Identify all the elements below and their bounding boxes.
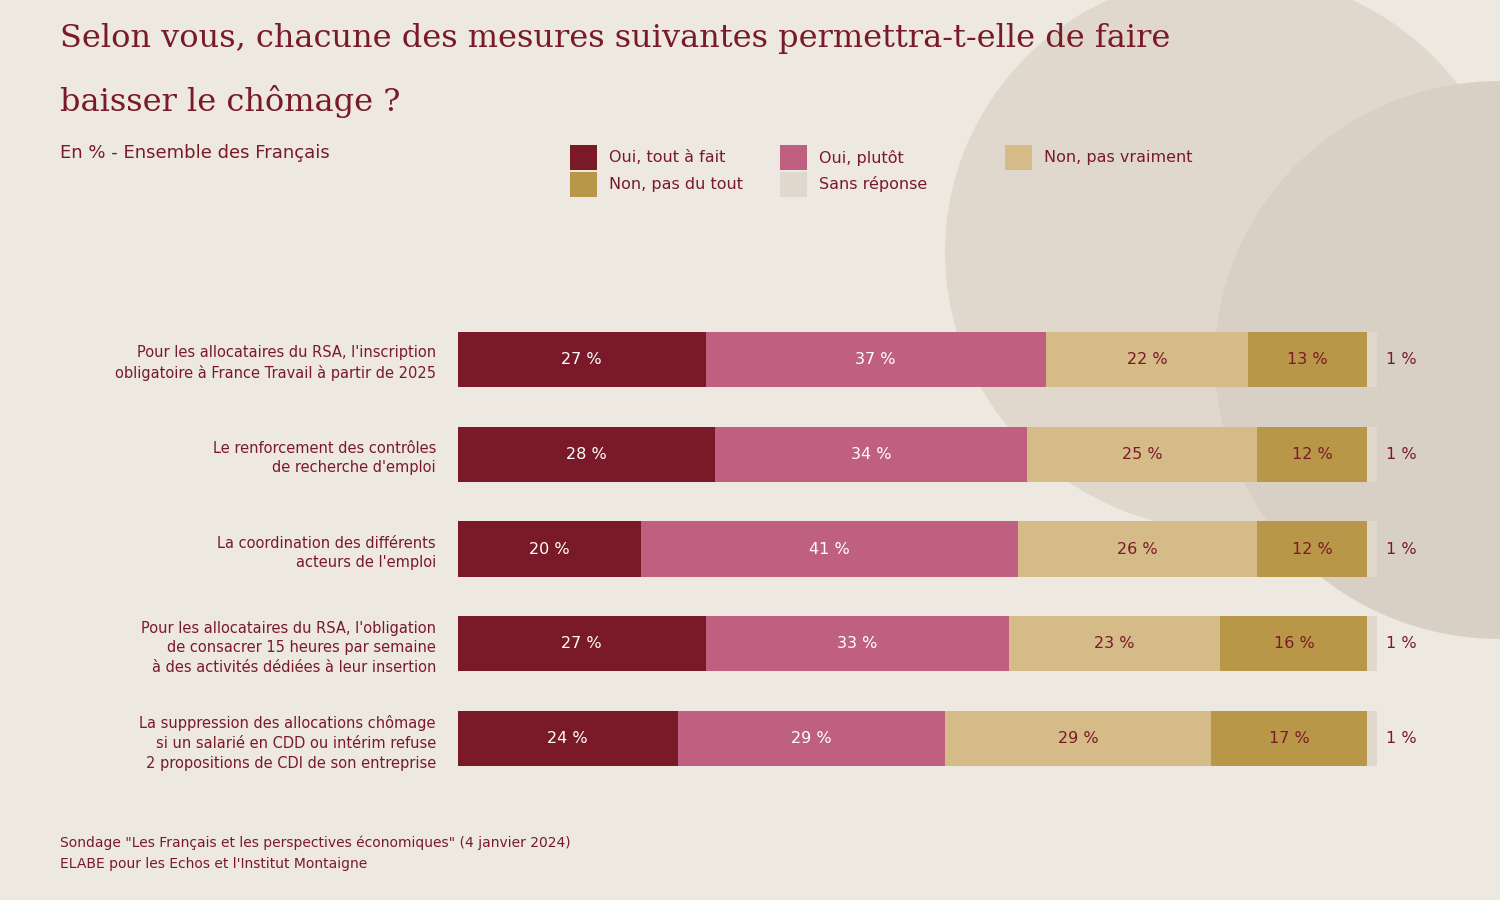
Bar bbox=[705, 332, 1046, 387]
Bar bbox=[1221, 616, 1368, 671]
Text: 12 %: 12 % bbox=[1292, 446, 1332, 462]
Bar bbox=[945, 711, 1210, 766]
Bar bbox=[716, 427, 1028, 482]
Text: 27 %: 27 % bbox=[561, 636, 602, 652]
Text: Non, pas vraiment: Non, pas vraiment bbox=[1044, 150, 1193, 165]
Text: Non, pas du tout: Non, pas du tout bbox=[609, 177, 742, 192]
Text: 28 %: 28 % bbox=[566, 446, 606, 462]
Text: 33 %: 33 % bbox=[837, 636, 878, 652]
Text: Oui, plutôt: Oui, plutôt bbox=[819, 149, 903, 166]
Ellipse shape bbox=[1215, 81, 1500, 639]
Bar bbox=[1248, 332, 1368, 387]
Bar bbox=[1210, 711, 1368, 766]
Bar bbox=[1257, 427, 1368, 482]
Text: 29 %: 29 % bbox=[1058, 732, 1098, 746]
Bar bbox=[1368, 332, 1377, 387]
Bar bbox=[458, 521, 642, 577]
Text: Sondage "Les Français et les perspectives économiques" (4 janvier 2024): Sondage "Les Français et les perspective… bbox=[60, 835, 570, 850]
Bar bbox=[458, 711, 678, 766]
Text: baisser le chômage ?: baisser le chômage ? bbox=[60, 86, 400, 119]
Text: 12 %: 12 % bbox=[1292, 542, 1332, 556]
Text: 24 %: 24 % bbox=[548, 732, 588, 746]
Text: 1 %: 1 % bbox=[1386, 352, 1416, 366]
Bar bbox=[1010, 616, 1221, 671]
Text: 23 %: 23 % bbox=[1095, 636, 1136, 652]
Text: 1 %: 1 % bbox=[1386, 636, 1416, 652]
Text: 22 %: 22 % bbox=[1126, 352, 1167, 366]
Text: 1 %: 1 % bbox=[1386, 542, 1416, 556]
Bar bbox=[678, 711, 945, 766]
Text: 1 %: 1 % bbox=[1386, 446, 1416, 462]
Text: 27 %: 27 % bbox=[561, 352, 602, 366]
Text: Oui, tout à fait: Oui, tout à fait bbox=[609, 150, 726, 165]
Text: 13 %: 13 % bbox=[1287, 352, 1328, 366]
Bar bbox=[1368, 711, 1377, 766]
Text: 34 %: 34 % bbox=[850, 446, 891, 462]
Bar bbox=[1368, 521, 1377, 577]
Text: Selon vous, chacune des mesures suivantes permettra-t-elle de faire: Selon vous, chacune des mesures suivante… bbox=[60, 22, 1170, 53]
Bar bbox=[1019, 521, 1257, 577]
Text: 29 %: 29 % bbox=[790, 732, 831, 746]
Bar bbox=[1368, 427, 1377, 482]
Text: 41 %: 41 % bbox=[810, 542, 850, 556]
Bar bbox=[458, 332, 705, 387]
Bar bbox=[1046, 332, 1248, 387]
Bar bbox=[458, 616, 705, 671]
Text: 1 %: 1 % bbox=[1386, 732, 1416, 746]
Bar bbox=[458, 427, 716, 482]
Text: Sans réponse: Sans réponse bbox=[819, 176, 927, 193]
Text: 16 %: 16 % bbox=[1274, 636, 1314, 652]
Text: 25 %: 25 % bbox=[1122, 446, 1162, 462]
Bar bbox=[705, 616, 1010, 671]
Text: 20 %: 20 % bbox=[530, 542, 570, 556]
Text: 17 %: 17 % bbox=[1269, 732, 1310, 746]
Bar bbox=[642, 521, 1018, 577]
Text: En % - Ensemble des Français: En % - Ensemble des Français bbox=[60, 144, 330, 162]
Bar bbox=[1368, 616, 1377, 671]
Bar bbox=[1257, 521, 1368, 577]
Text: 37 %: 37 % bbox=[855, 352, 895, 366]
Bar bbox=[1028, 427, 1257, 482]
Text: 26 %: 26 % bbox=[1118, 542, 1158, 556]
Ellipse shape bbox=[945, 0, 1500, 531]
Text: ELABE pour les Echos et l'Institut Montaigne: ELABE pour les Echos et l'Institut Monta… bbox=[60, 857, 368, 871]
